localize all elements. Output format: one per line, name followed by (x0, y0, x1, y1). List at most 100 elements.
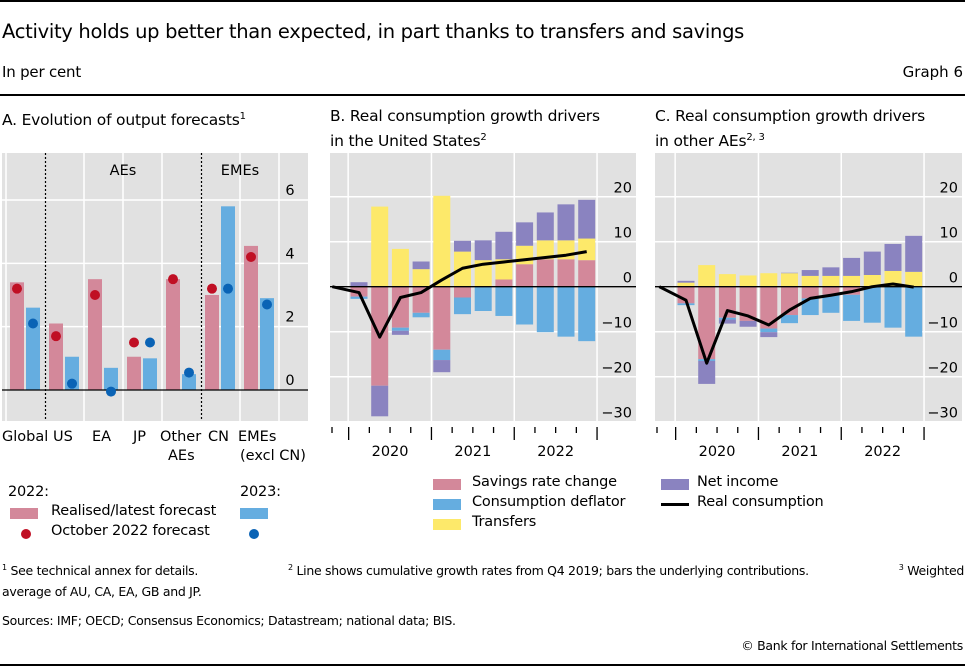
panel-a-dot-2022 (207, 283, 217, 294)
panel-a-bar-2022 (127, 356, 141, 390)
footnote-3-line2: average of AU, CA, EA, GB and JP. (2, 584, 202, 600)
panel-b-bar-savings (454, 286, 471, 298)
panel-c-bar-net-income (822, 267, 840, 276)
panel-c-bar-transfers (677, 282, 695, 287)
panel-c-year-label: 2022 (864, 444, 901, 460)
legend-a-2022-header: 2022: (8, 484, 49, 500)
legend-a-2022-dot-icon (21, 529, 31, 539)
legend-a-bar-label: Realised/latest forecast (51, 503, 217, 519)
panel-a-title-sup: 1 (239, 111, 246, 122)
panel-b-bar-deflator (495, 286, 513, 316)
panel-b-bar-deflator (536, 286, 554, 333)
chart-subtitle: In per cent (2, 63, 82, 81)
panel-c-bar-transfers (905, 271, 923, 287)
panel-b-bar-net-income (433, 360, 451, 373)
panel-c-bar-transfers (863, 275, 881, 287)
panel-b-bar-deflator (578, 286, 596, 342)
graph-number: Graph 6 (902, 63, 963, 81)
panel-b-bar-transfers (536, 240, 554, 260)
footnotes: 1 See technical annex for details. 2 Lin… (2, 557, 964, 602)
panel-c-ytick-label: −20 (927, 361, 958, 377)
panel-a-category-label: EA (92, 429, 111, 445)
footnote-3-mark: 3 (898, 563, 904, 572)
panel-c-ytick-label: 10 (940, 226, 958, 242)
panel-a-dot-2023 (262, 299, 272, 310)
panel-a-dot-2022 (168, 274, 178, 285)
panel-c-bar-net-income (698, 360, 716, 384)
panel-b-ytick-label: −10 (601, 316, 632, 332)
panel-c-bar-transfers (739, 275, 757, 287)
legend-transfers-swatch (433, 519, 461, 530)
panel-b-ytick-label: 20 (614, 181, 632, 197)
panel-c-bar-deflator (760, 328, 778, 333)
panel-b-bar-transfers (391, 248, 409, 287)
panel-a-bar-2023 (143, 358, 157, 390)
panel-b-bar-transfers (495, 259, 513, 280)
panel-b-ytick-label: 0 (623, 271, 632, 287)
legend-savings-swatch (433, 479, 461, 490)
footnote-1-mark: 1 (2, 563, 7, 572)
top-rule (0, 0, 965, 2)
panel-c-bar-net-income (677, 280, 695, 283)
panel-c-title-line2: in other AEs (655, 132, 747, 151)
panel-c-bar-net-income (801, 270, 819, 276)
panel-a-category-label: AEs (168, 448, 195, 464)
chart-title: Activity holds up better than expected, … (2, 20, 745, 43)
panel-a-dot-2023 (223, 283, 233, 294)
panel-b-bar-deflator (454, 297, 471, 315)
panel-b-bar-net-income (474, 240, 492, 261)
panel-b-year-label: 2020 (372, 444, 409, 460)
panel-b-bar-net-income (412, 261, 430, 270)
panel-b-bar-net-income (495, 231, 513, 260)
panel-b-title: B. Real consumption growth drivers in th… (330, 106, 600, 152)
panel-c-bar-net-income (905, 235, 923, 272)
panel-a-bar-2023 (104, 367, 118, 390)
panel-c-bar-transfers (760, 273, 778, 287)
panel-c-bar-net-income (863, 251, 881, 275)
panel-c-bar-savings (718, 286, 736, 318)
panel-c-bar-net-income (760, 332, 778, 338)
panel-c-year-label: 2021 (781, 444, 818, 460)
panel-c-real-consumption-line (658, 282, 914, 365)
legend-net-income-label: Net income (697, 474, 779, 490)
panel-a-dot-2022 (12, 283, 22, 294)
panel-b-bar-net-income (454, 240, 471, 252)
legend-deflator-label: Consumption deflator (472, 494, 626, 510)
panel-b-bar-net-income (350, 282, 368, 287)
panel-a-bar-2023 (182, 374, 196, 390)
panel-c-bar-deflator (822, 294, 840, 313)
panel-b-bar-savings (516, 264, 534, 287)
panel-a-dot-2023 (106, 386, 116, 397)
panel-a-dot-2023 (184, 367, 194, 378)
panel-b-title-sup: 2 (480, 132, 487, 143)
panel-c-title-line1: C. Real consumption growth drivers (655, 107, 926, 125)
panel-c-bar-deflator (781, 315, 798, 324)
panel-b-bar-net-income (578, 199, 596, 239)
panel-a-ytick-label: 6 (285, 183, 294, 199)
panel-a-category-label: (excl CN) (240, 448, 306, 464)
panel-a-dot-2022 (51, 331, 61, 342)
panel-a-group-label-emes: EMEs (221, 163, 259, 179)
footnote-1: See technical annex for details. (10, 563, 199, 579)
sources: Sources: IMF; OECD; Consensus Economics;… (2, 613, 456, 628)
panel-a-bar-2023 (221, 206, 235, 390)
panel-a-category-label: Global (2, 429, 48, 445)
panel-b-bar-deflator (474, 286, 492, 311)
panel-c-title: C. Real consumption growth drivers in ot… (655, 106, 925, 152)
panel-c-ytick-label: −30 (927, 406, 958, 422)
panel-c-bar-transfers (801, 275, 819, 287)
panel-a-title: A. Evolution of output forecasts1 (2, 106, 246, 131)
panel-a-bar-2022 (244, 245, 258, 390)
panel-c-bar-net-income (718, 319, 736, 324)
panel-b-bar-net-income (557, 204, 575, 241)
legend-transfers-label: Transfers (472, 514, 537, 530)
panel-a-category-label: CN (208, 429, 229, 445)
panel-b-bar-net-income (371, 385, 389, 417)
panel-a-category-label: Other (160, 429, 201, 445)
legend-real-consumption-label: Real consumption (697, 494, 824, 510)
panel-b-bar-savings (495, 279, 513, 287)
panel-b-bar-deflator (557, 286, 575, 337)
legend-a-dot-label: October 2022 forecast (51, 523, 210, 539)
panel-c-bar-deflator (905, 286, 923, 337)
